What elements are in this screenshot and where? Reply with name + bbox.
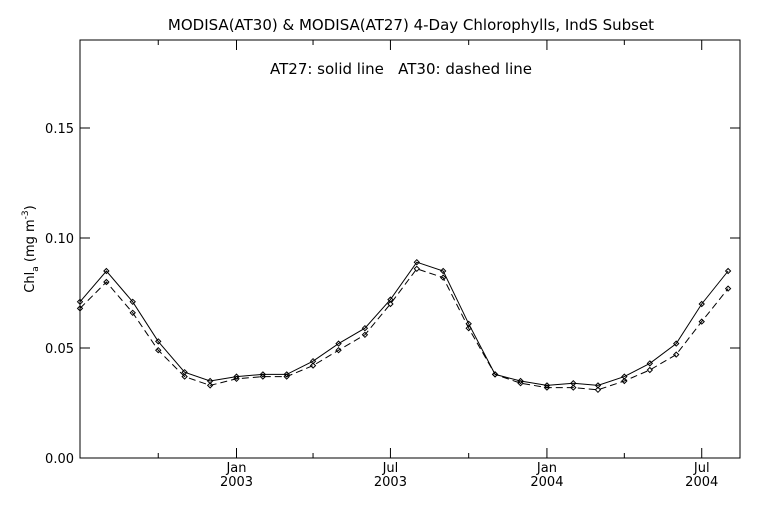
data-point-at27 (155, 338, 162, 345)
x-tick-year-label: 2003 (374, 475, 407, 490)
data-point-at30 (517, 379, 524, 387)
x-tick-month-label: Jan (225, 461, 246, 476)
series-line-at27 (79, 261, 729, 386)
data-point-at30 (181, 373, 188, 380)
data-point-at27 (724, 267, 732, 275)
x-tick-year-label: 2004 (685, 475, 718, 490)
data-point-at30 (361, 331, 369, 339)
data-point-at27 (439, 267, 447, 275)
data-point-at30 (413, 265, 421, 273)
data-point-at30 (76, 305, 84, 312)
data-point-at27 (517, 377, 524, 385)
data-point-at30 (387, 300, 394, 308)
data-point-at27 (76, 298, 84, 306)
series-line-at30 (79, 268, 729, 391)
data-point-at27 (646, 360, 654, 367)
x-tick-year-label: 2003 (220, 475, 253, 490)
data-point-at30 (621, 377, 628, 385)
plot-frame (79, 39, 741, 459)
series-layer (76, 258, 732, 394)
x-tick-year-label: 2004 (530, 475, 563, 490)
data-point-at27 (413, 258, 421, 266)
data-point-at27 (335, 340, 342, 347)
data-point-at30 (129, 309, 136, 317)
data-point-at27 (129, 298, 136, 306)
data-point-at30 (491, 371, 499, 378)
data-point-at27 (698, 300, 705, 308)
data-point-at27 (673, 340, 680, 347)
data-point-at30 (439, 274, 447, 281)
data-point-at30 (594, 386, 602, 394)
data-point-at30 (259, 373, 267, 380)
data-point-at30 (646, 366, 654, 374)
data-point-at27 (259, 371, 267, 378)
data-point-at30 (698, 318, 705, 325)
data-point-at30 (309, 362, 317, 369)
data-point-at30 (283, 373, 290, 380)
line-style-annotation: AT27: solid line AT30: dashed line (270, 60, 532, 78)
chart-title: MODISA(AT30) & MODISA(AT27) 4-Day Chloro… (168, 16, 654, 34)
y-axis-label: Chla (mg m-3) (21, 205, 41, 292)
data-point-at30 (233, 375, 240, 383)
y-tick-label: 0.00 (45, 452, 74, 467)
data-point-at30 (465, 324, 472, 332)
data-point-at30 (543, 384, 551, 391)
y-axis: 0.00 0.05 0.10 0.15 (45, 122, 740, 467)
data-point-at30 (155, 346, 162, 354)
x-tick-month-label: Jan (536, 461, 557, 476)
data-point-at30 (103, 278, 110, 286)
data-point-at30 (673, 351, 680, 358)
y-tick-label: 0.15 (45, 122, 74, 137)
data-point-at30 (206, 382, 214, 389)
y-tick-label: 0.10 (45, 232, 74, 247)
data-point-at27 (103, 267, 110, 275)
x-tick-month-label: Jul (693, 461, 710, 476)
y-tick-label: 0.05 (45, 342, 74, 357)
x-tick-month-label: Jul (382, 461, 399, 476)
data-point-at27 (361, 324, 369, 332)
data-point-at30 (335, 346, 342, 354)
data-point-at30 (570, 384, 577, 391)
data-point-at30 (724, 285, 732, 292)
